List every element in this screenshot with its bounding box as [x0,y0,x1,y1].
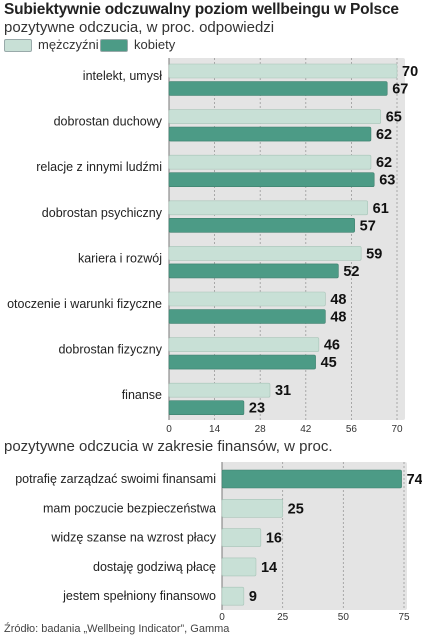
chart1-category-label: dobrostan duchowy [54,115,163,129]
chart1-category-label: kariera i rozwój [78,251,162,265]
chart2-bar [221,469,402,489]
chart1-value-men: 46 [324,338,340,354]
legend-swatch-men [4,39,32,52]
chart1-bar-women [168,400,245,416]
chart1-value-women: 23 [249,401,265,417]
chart1-bar-men [168,154,372,170]
chart1-category-label: dobrostan psychiczny [42,206,163,220]
chart2-category-label: mam poczucie bezpieczeństwa [43,501,216,515]
chart1-value-men: 48 [330,292,346,308]
chart1-bar-women [168,218,355,233]
chart1-value-women: 52 [343,264,359,280]
chart2-category-label: widzę szanse na wzrost płacy [50,531,216,545]
chart1-bar-women [168,81,388,96]
chart2-bar [221,586,245,606]
chart1-bar-men [168,109,382,124]
chart2-bar [221,528,262,547]
chart1-bar-men [168,291,326,307]
chart1-value-women: 48 [330,310,346,326]
chart1-category-label: intelekt, umysł [83,69,162,83]
chart1-value-men: 62 [376,155,392,171]
chart1-value-women: 45 [321,355,337,371]
chart2-bar [221,557,257,577]
legend-label-women: kobiety [134,37,176,52]
finance-chart-title: pozytywne odczucia w zakresie finansów, … [4,438,333,455]
chart1-value-men: 59 [366,246,382,262]
chart2-category-label: potrafię zarządzać swoimi finansami [15,472,216,486]
chart1-tick-label: 70 [391,424,403,435]
chart1-bar-women [168,263,339,279]
legend-label-men: mężczyźni [38,37,99,52]
chart1-tick-label: 56 [346,424,358,435]
chart1-bar-women [168,309,326,324]
chart1-bar-men [168,246,362,261]
chart2-tick-label: 75 [398,612,410,623]
chart1-bar-men [168,337,320,352]
chart1-value-men: 61 [373,201,389,217]
chart1-value-women: 63 [379,173,395,189]
chart1-tick-label: 42 [300,424,312,435]
chart2-tick-label: 50 [338,612,350,623]
chart1-value-men: 70 [402,64,418,80]
chart1-category-label: otoczenie i warunki fizyczne [7,297,162,311]
chart2-tick-label: 0 [219,612,225,623]
chart2-value-label: 16 [266,531,282,547]
chart1-category-label: relacje z innymi ludźmi [36,160,162,174]
chart1-bar-women [168,354,316,370]
chart1-bar-men [168,200,368,216]
chart1-category-label: dobrostan fizyczny [58,343,162,357]
chart1-category-label: finanse [122,388,162,402]
chart2-tick-label: 25 [277,612,289,623]
chart2-value-label: 14 [261,560,277,576]
chart1-panel [169,58,405,420]
chart2-value-label: 9 [249,589,257,605]
chart1-bar-women [168,172,375,187]
source-note: Źródło: badania „Wellbeing Indicator”, G… [4,623,230,635]
chart1-bar-men [168,382,271,398]
chart-subtitle: pozytywne odczucia, w proc. odpowiedzi [4,19,275,36]
chart1-value-women: 62 [376,127,392,143]
chart2-bar [221,498,283,518]
chart1-value-men: 31 [275,383,291,399]
chart1-bar-men [168,63,398,79]
chart-title: Subiektywnie odczuwalny poziom wellbeing… [4,1,399,18]
chart2-value-label: 25 [288,501,304,517]
chart1-tick-label: 28 [255,424,267,435]
chart2-value-label: 74 [407,472,422,488]
chart2-category-label: jestem spełniony finansowo [62,589,216,603]
chart1-value-men: 65 [386,110,402,126]
legend-swatch-women [100,39,128,52]
chart1-tick-label: 0 [166,424,172,435]
chart1-bar-women [168,126,372,142]
chart1-value-women: 67 [392,82,408,98]
chart1-value-women: 57 [360,218,376,234]
chart1-tick-label: 14 [209,424,221,435]
chart2-category-label: dostaję godziwą płacę [93,560,216,574]
